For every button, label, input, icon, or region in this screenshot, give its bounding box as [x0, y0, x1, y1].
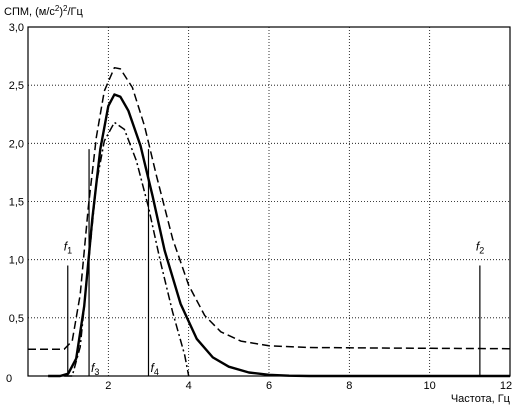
series	[28, 68, 510, 376]
y-tick-label: 0,5	[9, 313, 24, 325]
marker-label-f2: f2	[476, 239, 484, 255]
marker-label-f3: f3	[91, 361, 99, 377]
y-tick-label: 2,0	[9, 138, 24, 150]
y-tick-label: 1,5	[9, 197, 24, 209]
y-tick-label: 3,0	[9, 22, 24, 34]
y-axis-title: СПМ, (м/с2)2/Гц	[4, 4, 84, 18]
x-tick-label: 4	[186, 380, 192, 392]
y-tick-label: 2,5	[9, 80, 24, 92]
frequency-markers: f1 f2 f3 f4	[64, 149, 484, 377]
x-tick-label: 12	[500, 380, 512, 392]
x-tick-label: 6	[266, 380, 272, 392]
marker-label-f4: f4	[151, 361, 159, 377]
x-tick-label: 8	[346, 380, 352, 392]
y-tick-label: 1,0	[9, 255, 24, 267]
x-axis-title: Частота, Гц	[451, 393, 511, 405]
series-line-dashdot	[64, 122, 189, 376]
x-tick-label: 10	[424, 380, 436, 392]
x-tick-label: 2	[105, 380, 111, 392]
series-line-solid	[48, 95, 510, 377]
grid	[28, 27, 510, 376]
y-tick-label-zero: 0	[6, 373, 12, 385]
marker-label-f1: f1	[64, 239, 72, 255]
